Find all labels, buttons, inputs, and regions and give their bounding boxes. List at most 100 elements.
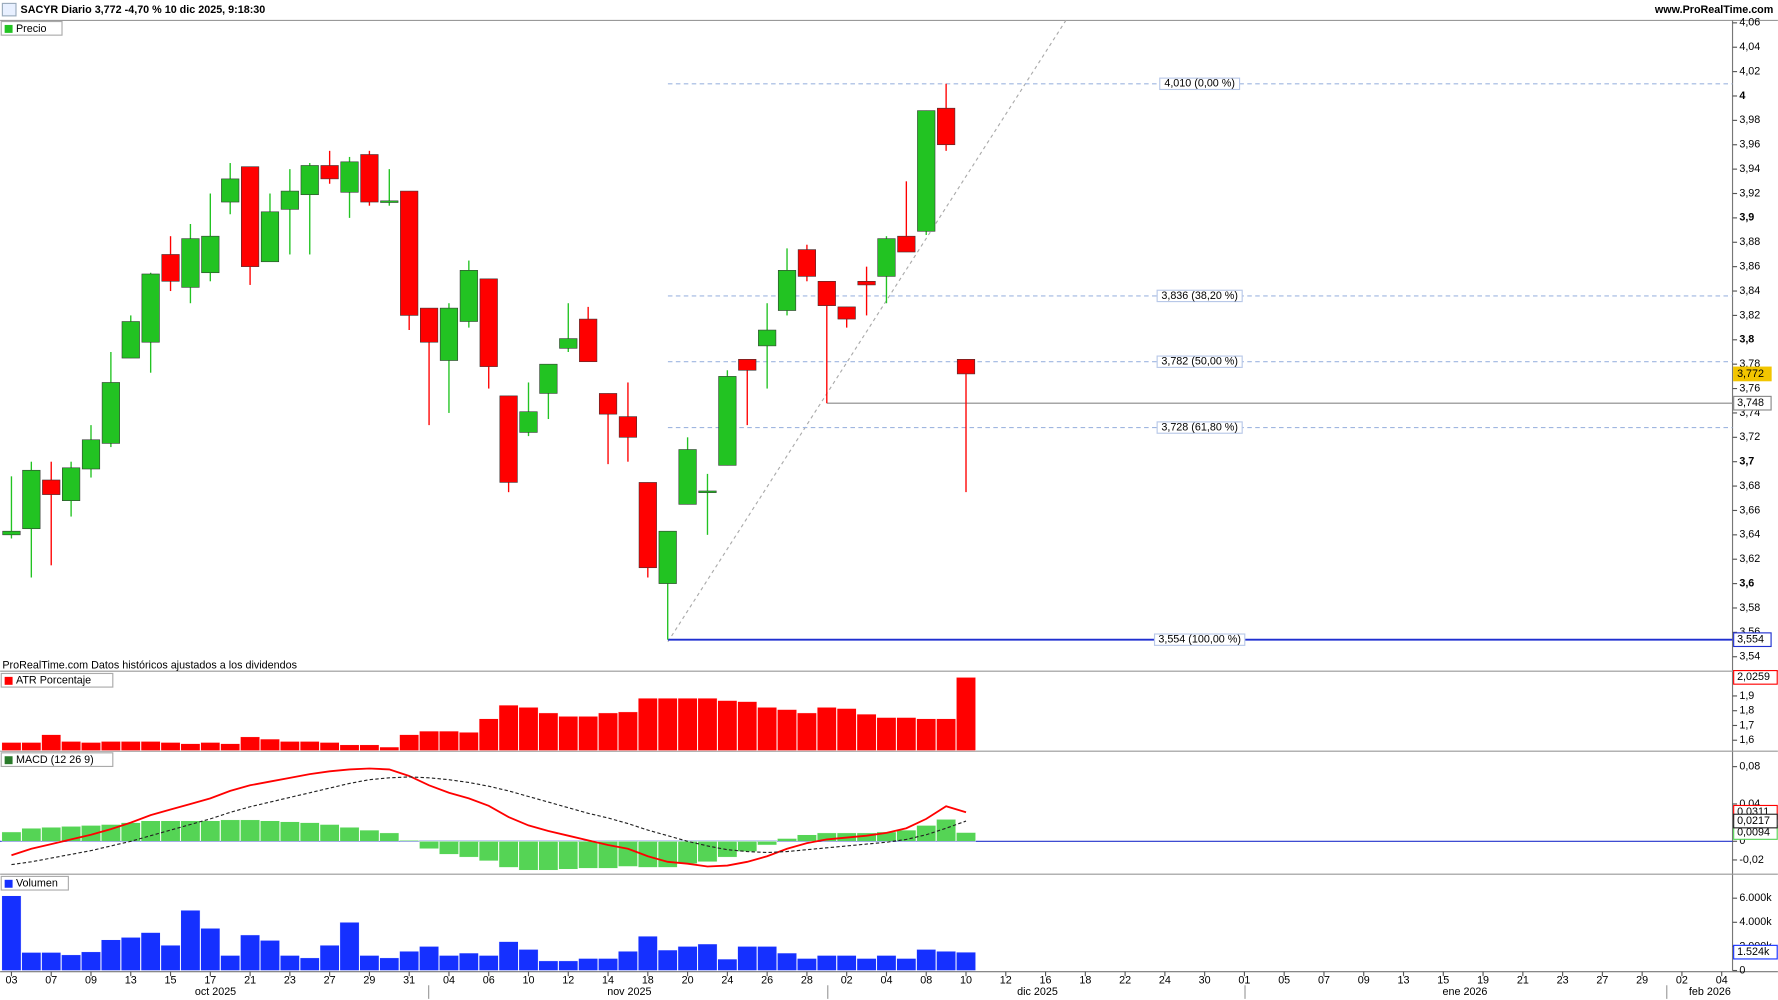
bar bbox=[876, 955, 897, 971]
bar bbox=[836, 708, 857, 751]
x-tick-label: 22 bbox=[1119, 975, 1131, 987]
bar bbox=[558, 716, 579, 751]
y-tick-label: 3,64 bbox=[1739, 529, 1760, 541]
bar bbox=[140, 932, 161, 971]
candle-body bbox=[797, 249, 816, 277]
x-tick-label: 28 bbox=[801, 975, 813, 987]
x-tick-label: 04 bbox=[880, 975, 892, 987]
x-tick-label: 15 bbox=[165, 975, 177, 987]
candle-body bbox=[698, 490, 717, 493]
bar bbox=[279, 955, 300, 971]
bar bbox=[538, 960, 559, 971]
candle-body bbox=[956, 359, 976, 375]
bar bbox=[737, 701, 758, 751]
fib-label-box bbox=[1153, 633, 1246, 646]
histogram-bar bbox=[379, 832, 400, 842]
candle-body bbox=[81, 439, 101, 470]
candle-body bbox=[181, 238, 200, 288]
candle-body bbox=[121, 321, 140, 359]
bar bbox=[816, 707, 837, 751]
bar bbox=[956, 951, 976, 971]
axis-value-label: 3,772 bbox=[1737, 368, 1764, 380]
legend-swatch bbox=[4, 676, 13, 685]
bar bbox=[657, 949, 678, 971]
candle-body bbox=[101, 382, 120, 444]
x-tick-label: 23 bbox=[284, 975, 296, 987]
y-tick-label: 0 bbox=[1739, 964, 1745, 976]
histogram-bar bbox=[419, 841, 439, 849]
candle-body bbox=[22, 469, 41, 530]
y-tick-label: 4,04 bbox=[1739, 41, 1760, 53]
fib-label-box bbox=[1156, 355, 1243, 368]
fib-label-box bbox=[1156, 289, 1243, 303]
x-tick-label: 05 bbox=[1278, 975, 1290, 987]
histogram-bar bbox=[896, 829, 917, 842]
axis-value-box bbox=[1733, 366, 1772, 382]
bar bbox=[458, 952, 479, 971]
bar bbox=[101, 741, 121, 751]
candle-body bbox=[837, 306, 856, 320]
histogram-bar bbox=[637, 841, 658, 868]
bar bbox=[896, 958, 917, 971]
bar bbox=[439, 730, 459, 751]
month-label: dic 2025 bbox=[1017, 986, 1058, 998]
fib-label: 3,836 (38,20 %) bbox=[1161, 290, 1238, 302]
bar bbox=[419, 946, 439, 971]
bar bbox=[498, 704, 519, 751]
bar bbox=[498, 941, 519, 971]
logo-icon bbox=[1, 2, 17, 17]
bar bbox=[220, 955, 241, 971]
bar bbox=[299, 741, 320, 751]
histogram-bar bbox=[657, 841, 678, 868]
histogram-bar bbox=[399, 840, 420, 842]
candle-body bbox=[857, 280, 876, 286]
y-tick-label: 4,06 bbox=[1739, 17, 1760, 29]
bar bbox=[359, 955, 380, 971]
x-tick-label: 18 bbox=[642, 975, 654, 987]
bar bbox=[61, 741, 81, 751]
candle-body bbox=[777, 270, 797, 311]
candle-body bbox=[300, 165, 319, 196]
histogram-bar bbox=[339, 827, 360, 842]
y-tick-label: 3,9 bbox=[1739, 212, 1754, 224]
bar bbox=[956, 677, 976, 751]
y-tick-label: 3,92 bbox=[1739, 187, 1760, 199]
bar bbox=[220, 743, 241, 751]
candle-body bbox=[221, 178, 240, 203]
x-tick-label: 09 bbox=[85, 975, 97, 987]
y-tick-label: 3,54 bbox=[1739, 651, 1760, 663]
y-tick-label: 3,96 bbox=[1739, 139, 1760, 151]
histogram-bar bbox=[876, 831, 897, 842]
histogram-bar bbox=[160, 820, 181, 842]
fib-label: 3,728 (61,80 %) bbox=[1161, 421, 1238, 433]
y-tick-label: 3,72 bbox=[1739, 431, 1760, 443]
bar bbox=[1, 895, 22, 971]
histogram-bar bbox=[240, 819, 260, 842]
bar bbox=[359, 744, 380, 751]
candle-body bbox=[141, 273, 160, 343]
candle-body bbox=[260, 211, 280, 263]
candle-body bbox=[917, 110, 936, 232]
bar bbox=[21, 742, 42, 751]
histogram-bar bbox=[299, 822, 320, 842]
histogram-bar bbox=[140, 820, 161, 842]
candle-body bbox=[877, 238, 896, 277]
x-tick-label: 13 bbox=[1398, 975, 1410, 987]
bar bbox=[439, 955, 459, 971]
x-tick-label: 15 bbox=[1437, 975, 1449, 987]
bar bbox=[797, 958, 817, 971]
bar bbox=[399, 951, 420, 971]
bar bbox=[180, 910, 201, 971]
x-tick-label: 24 bbox=[721, 975, 733, 987]
legend-box bbox=[0, 752, 114, 768]
x-tick-label: 26 bbox=[761, 975, 773, 987]
bar bbox=[618, 711, 638, 751]
bar bbox=[936, 718, 956, 751]
legend-box bbox=[0, 875, 69, 891]
bar bbox=[637, 697, 658, 751]
histogram-bar bbox=[697, 841, 718, 863]
x-tick-label: 24 bbox=[1159, 975, 1171, 987]
histogram-bar bbox=[737, 841, 758, 852]
candle-body bbox=[539, 363, 558, 394]
axis-value-label: 0,0311 bbox=[1737, 806, 1769, 818]
